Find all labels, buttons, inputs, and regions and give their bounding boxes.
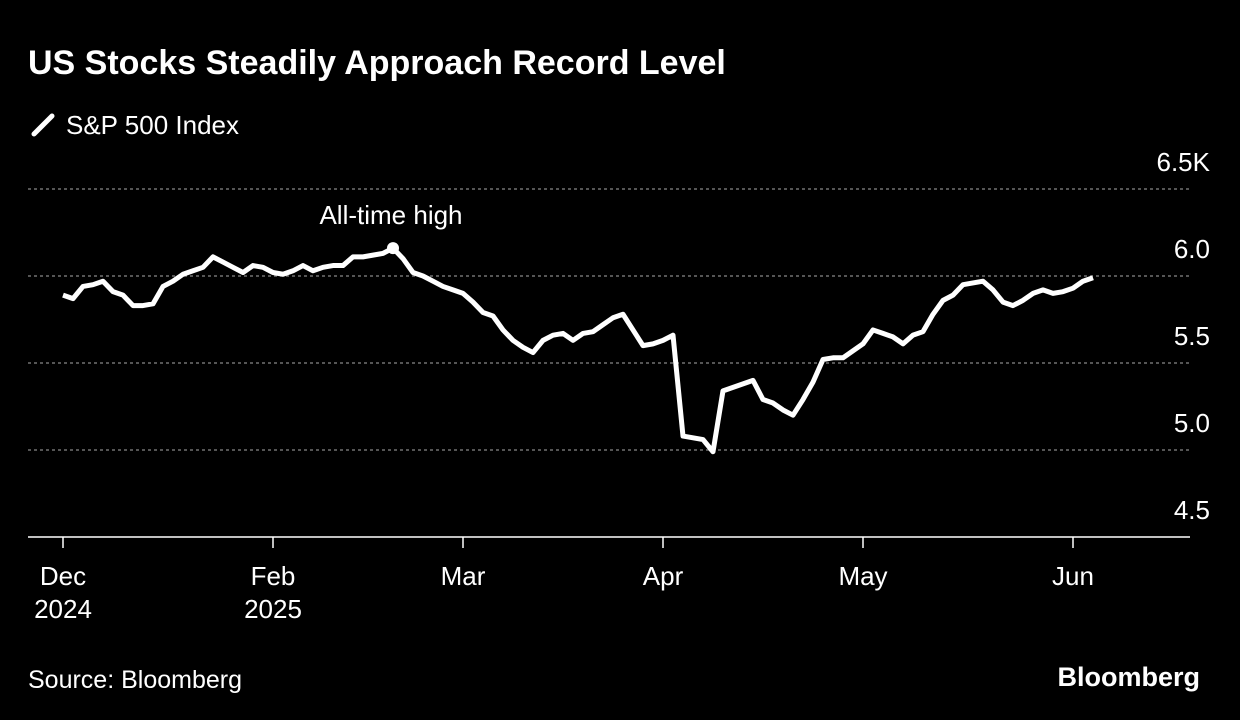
x-tick-label: Mar <box>440 561 486 591</box>
x-tick-label: May <box>838 561 888 591</box>
y-tick-label: 6.5K <box>1157 147 1211 177</box>
y-tick-label: 5.5 <box>1174 321 1210 351</box>
x-tick-label: Jun <box>1052 561 1094 591</box>
source: Source: Bloomberg <box>28 666 242 694</box>
chart-title: US Stocks Steadily Approach Record Level <box>28 44 726 82</box>
legend-swatch <box>31 113 55 137</box>
y-tick-label: 6.0 <box>1174 234 1210 264</box>
x-tick-label: Apr <box>642 561 684 591</box>
line <box>62 245 1094 455</box>
annotation: All-time high <box>319 200 462 230</box>
legend-label: S&P 500 Index <box>66 110 239 140</box>
x-tick-label: Feb 2025 <box>244 561 302 624</box>
high-point <box>387 242 399 255</box>
x-tick-label: Dec 2024 <box>34 561 92 624</box>
y-tick-label: 5.0 <box>1174 408 1210 438</box>
brand: Bloomberg <box>1057 662 1200 692</box>
y-tick-label: 4.5 <box>1174 495 1210 525</box>
